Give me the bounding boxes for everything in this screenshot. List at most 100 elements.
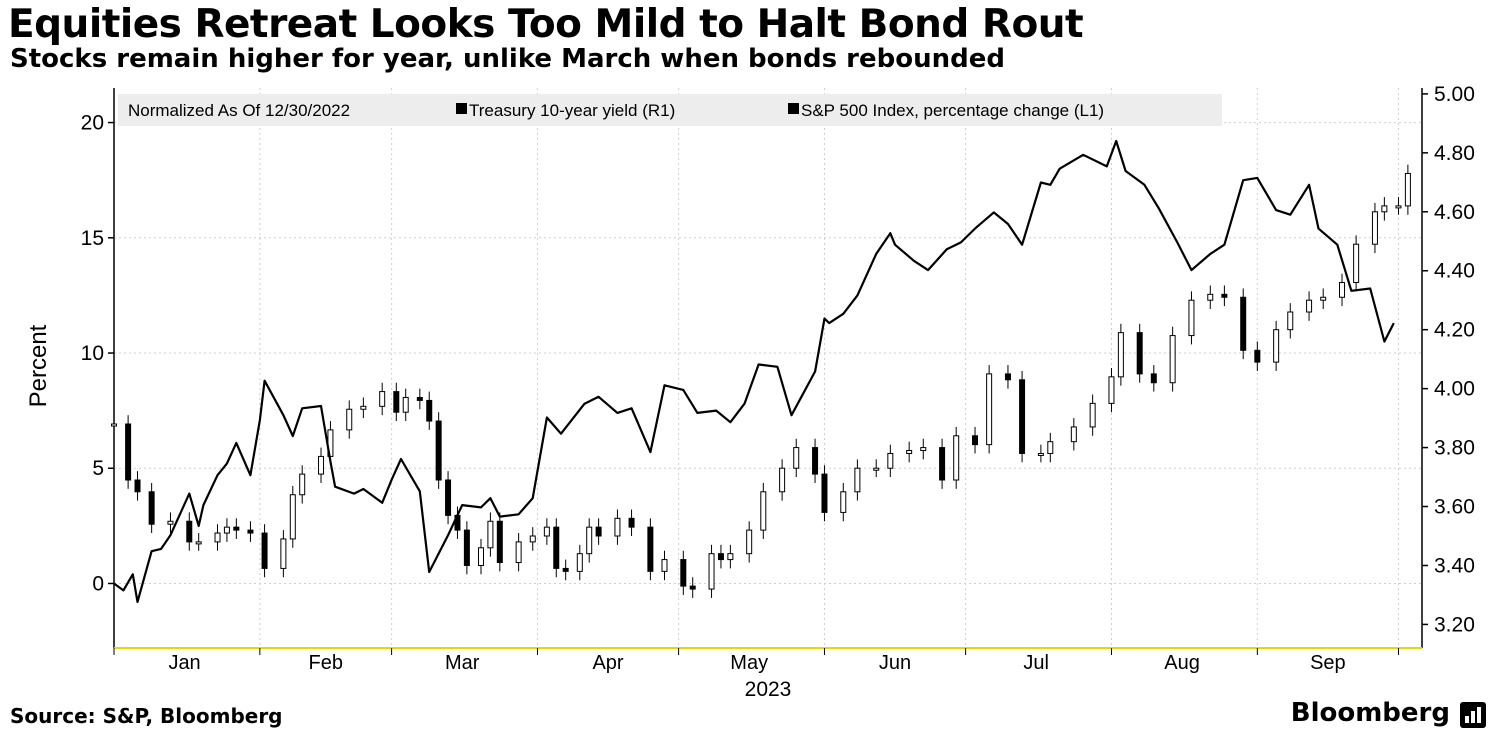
yield-candle-body	[562, 567, 569, 572]
yield-candle-body	[289, 494, 296, 540]
y-right-tick-label: 3.80	[1434, 437, 1475, 460]
legend-entry-spx: S&P 500 Index, percentage change (L1)	[801, 101, 1104, 120]
yield-candle-body	[614, 517, 621, 537]
yield-candle-body	[1353, 243, 1360, 284]
x-tick-label: Feb	[308, 652, 342, 674]
yield-candle-body	[854, 467, 861, 493]
yield-candle-body	[496, 520, 503, 564]
chart-title: Equities Retreat Looks Too Mild to Halt …	[8, 2, 1084, 47]
yield-candle-body	[261, 532, 268, 569]
yield-candle-body	[1287, 311, 1294, 331]
chart-axes: Jan Feb Mar Apr May Jun Jul Aug Sep 0 5 10 15 20 3.20 3…	[81, 83, 1475, 674]
x-tick-label: Aug	[1164, 652, 1200, 674]
yield-candle-body	[1254, 349, 1261, 363]
bloomberg-logo: Bloomberg	[1290, 698, 1450, 728]
yield-candle-body	[416, 396, 423, 401]
yield-candle-body	[1320, 296, 1327, 301]
yield-candle-body	[148, 491, 155, 525]
yield-candle-body	[247, 529, 254, 534]
y-right-tick-label: 4.00	[1434, 378, 1475, 401]
yield-candle-body	[111, 423, 117, 427]
yield-candle-body	[972, 435, 979, 446]
yield-candle-body	[1188, 299, 1195, 337]
yield-candle-body	[793, 447, 800, 469]
yield-candle-body	[1207, 293, 1214, 301]
yield-candle-body	[214, 532, 221, 543]
x-tick-label: Jun	[879, 652, 911, 674]
yield-candle-body	[426, 399, 433, 422]
yield-candle-body	[717, 553, 724, 561]
yield-candle-body	[393, 391, 400, 413]
yield-candle-body	[1019, 379, 1026, 454]
source-note: Source: S&P, Bloomberg	[10, 704, 283, 728]
yield-candle-body	[647, 526, 654, 572]
legend-background	[118, 94, 1222, 126]
yield-candle-body	[529, 535, 536, 543]
yield-candle-body	[760, 491, 767, 531]
yield-candle-body	[840, 491, 847, 513]
yield-candle-body	[477, 547, 484, 566]
yield-candle-body	[746, 529, 753, 555]
x-tick-label: Mar	[445, 652, 480, 674]
yield-candle-body	[487, 520, 494, 549]
yield-candle-body	[953, 435, 960, 481]
y-left-tick-label: 20	[81, 112, 104, 135]
yield-candle-body	[318, 455, 325, 475]
yield-candle-body	[887, 452, 894, 469]
yield-candle-body	[689, 585, 696, 590]
y-right-tick-label: 3.20	[1434, 613, 1475, 636]
yield-candle-body	[134, 479, 141, 493]
plot-area	[111, 139, 1411, 604]
spx-line	[113, 139, 1395, 604]
chart-grid	[114, 88, 1422, 648]
yield-candle-body	[939, 447, 946, 481]
yield-candle-body	[167, 520, 174, 525]
yield-candle-body	[1395, 205, 1402, 209]
yield-candle-body	[586, 526, 593, 555]
yield-candle-body	[435, 420, 442, 481]
yield-candle-body	[125, 423, 132, 481]
y-left-tick-label: 15	[81, 227, 104, 250]
yield-candle-body	[906, 450, 913, 454]
yield-candle-body	[1004, 373, 1011, 381]
yield-candle-body	[1371, 211, 1378, 245]
yield-candle-body	[379, 391, 386, 407]
yield-candle-body	[628, 517, 635, 528]
bloomberg-terminal-icon	[1460, 702, 1486, 728]
yield-candle-body	[445, 479, 452, 516]
yield-candle-body	[727, 553, 734, 561]
yield-candle-body	[680, 559, 687, 587]
yield-candle-body	[1047, 441, 1054, 454]
chart-legend: Normalized As Of 12/30/2022 Treasury 10-…	[118, 94, 1222, 126]
x-tick-label: Sep	[1310, 652, 1346, 674]
y-left-tick-label: 10	[81, 342, 104, 365]
yield-candle-body	[186, 520, 193, 543]
yield-candle-body	[1339, 282, 1346, 298]
yield-candle-body	[346, 408, 353, 431]
yield-candle-body	[1381, 205, 1388, 213]
yield-candle-body	[1240, 296, 1247, 351]
yield-candle-body	[873, 467, 880, 471]
yield-candle-body	[920, 447, 927, 452]
legend-entry-yield: Treasury 10-year yield (R1)	[469, 101, 675, 120]
y-right-tick-label: 4.60	[1434, 201, 1475, 224]
yield-candle-body	[1221, 293, 1228, 298]
chart-subtitle: Stocks remain higher for year, unlike Ma…	[10, 44, 1005, 74]
yield-candle-body	[233, 526, 240, 531]
x-axis-year-label: 2023	[745, 678, 792, 700]
yield-candle-body	[1169, 335, 1176, 384]
yield-candle-body	[1150, 373, 1157, 384]
chart: Jan Feb Mar Apr May Jun Jul Aug Sep 0 5 10 15 20 3.20 3…	[25, 83, 1475, 700]
yield-candle-body	[223, 526, 230, 534]
yield-candle-body	[543, 526, 550, 537]
yield-candle-body	[515, 541, 522, 564]
yield-candle-body	[576, 553, 583, 572]
yield-candle-body	[708, 553, 715, 590]
yield-candle-body	[402, 396, 409, 413]
yield-candle-body	[280, 538, 287, 569]
yield-candle-body	[821, 473, 828, 513]
yield-candle-body	[360, 405, 367, 410]
y-axis-label: Percent	[25, 324, 52, 407]
legend-swatch-spx	[788, 103, 799, 114]
x-tick-label: Jan	[168, 652, 200, 674]
